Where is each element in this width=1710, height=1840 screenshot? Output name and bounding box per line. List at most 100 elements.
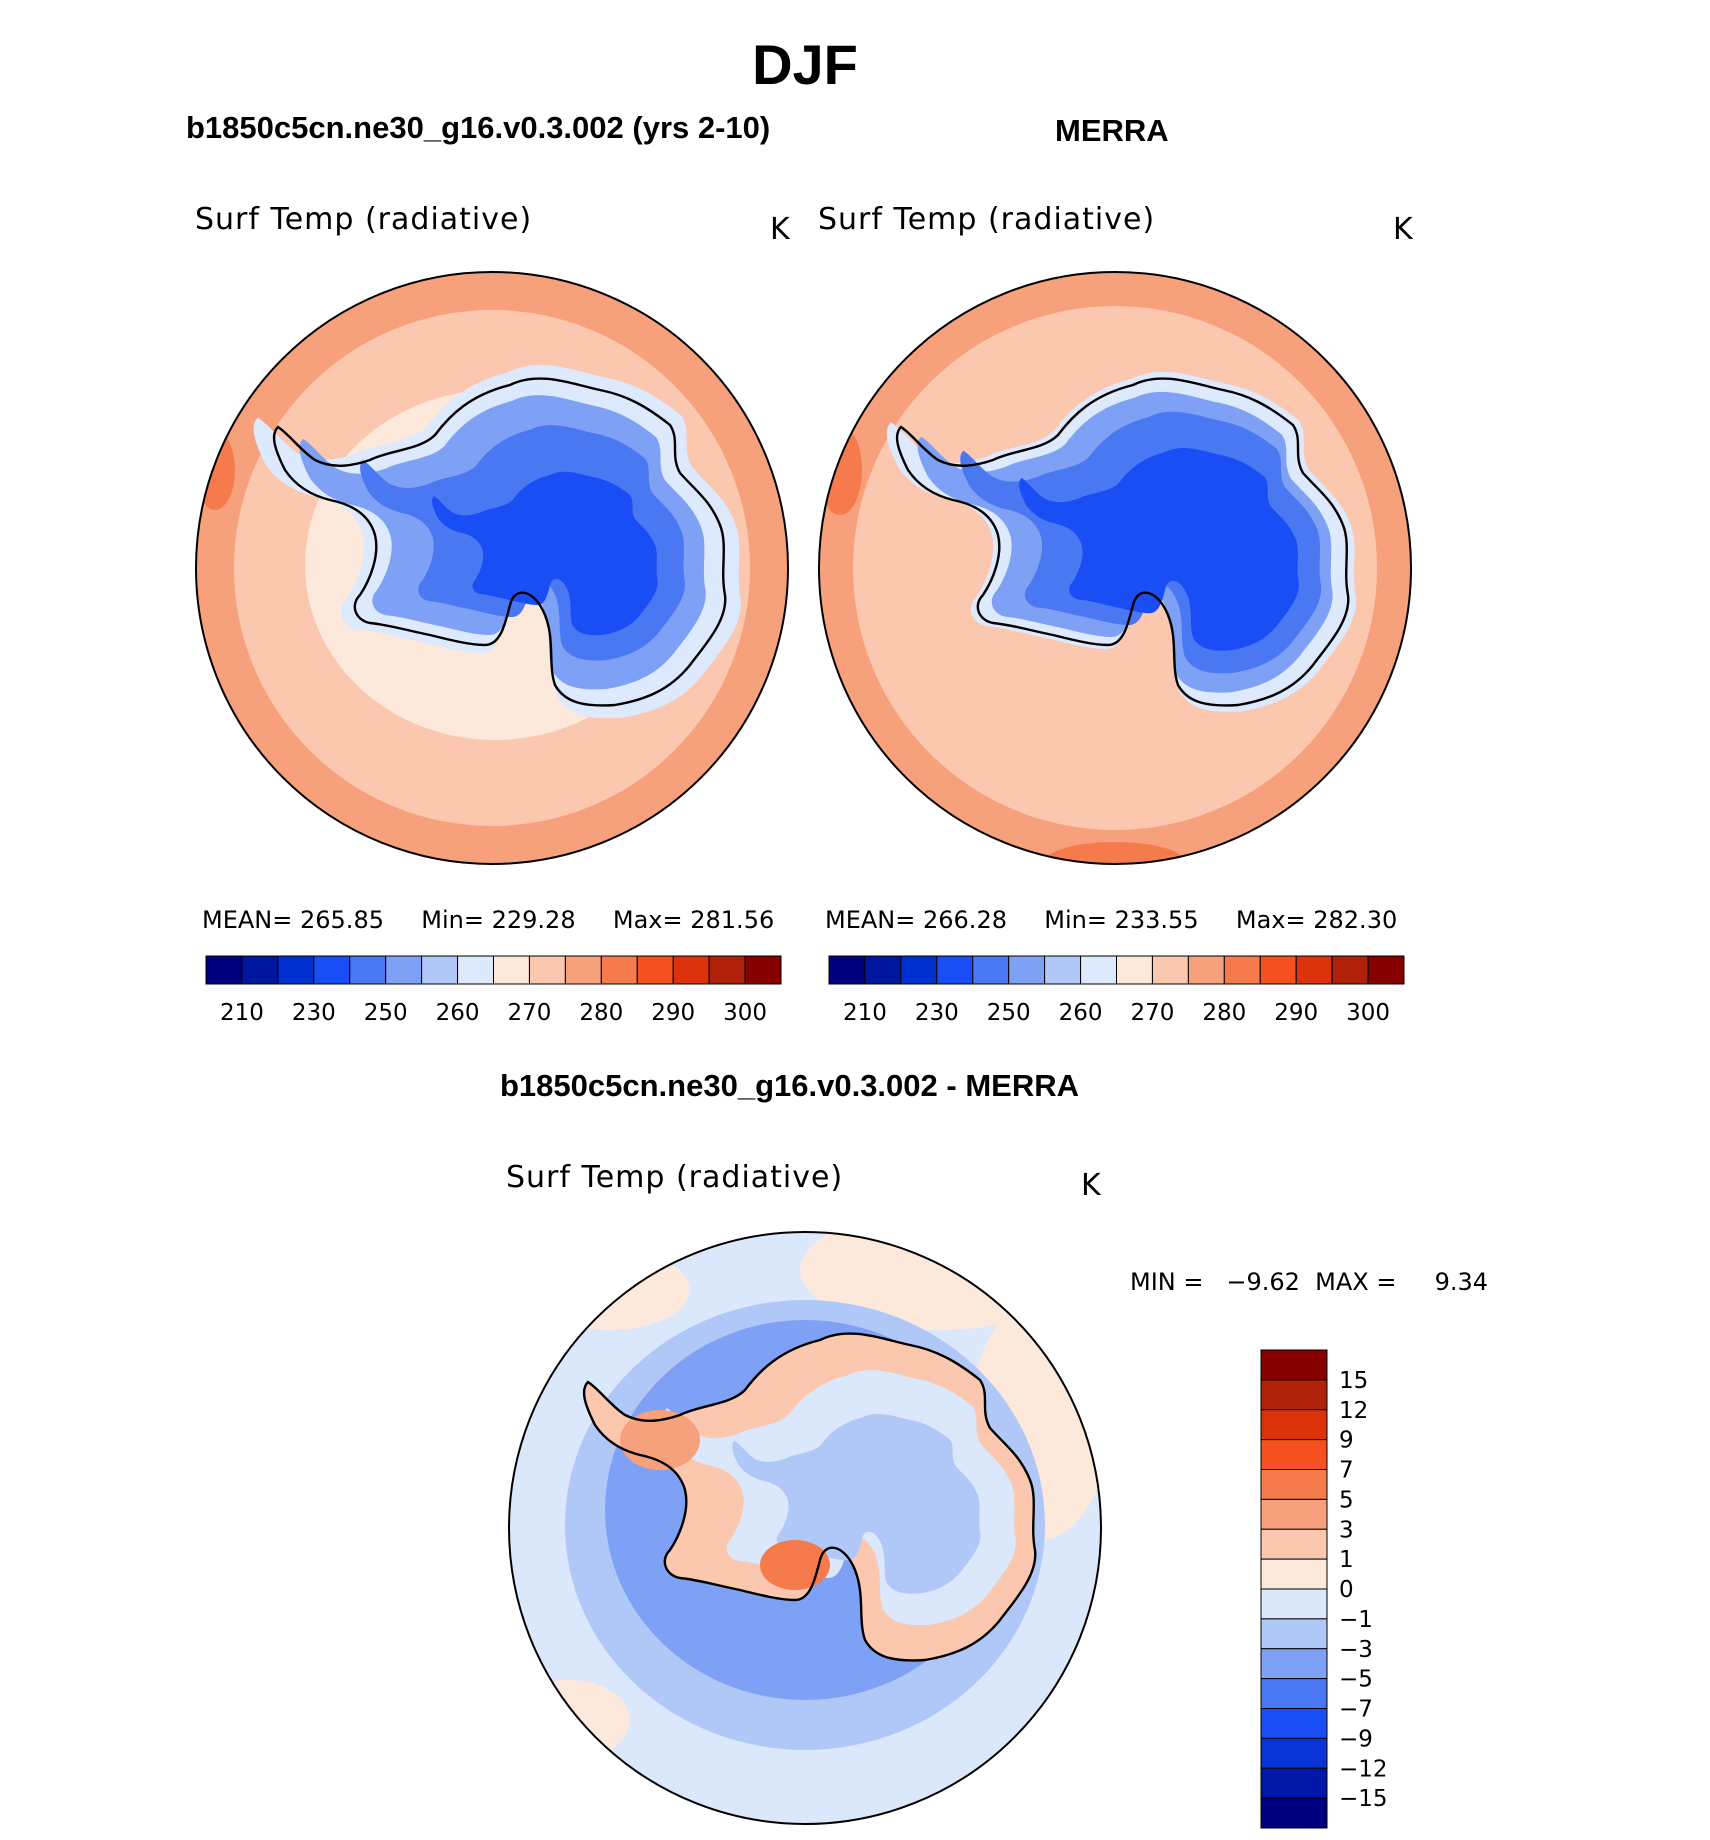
- colorbar-tick-label: 230: [292, 1000, 336, 1026]
- colorbar-swatch: [936, 955, 974, 985]
- colorbar-swatch: [1260, 1618, 1328, 1650]
- colorbar-tick-label: −3: [1339, 1637, 1373, 1663]
- panel-1-mean-value: 265.85: [300, 906, 384, 934]
- colorbar-swatch: [972, 955, 1010, 985]
- map-border: [508, 1231, 1102, 1825]
- panel-2-mean-value: 266.28: [923, 906, 1007, 934]
- panel-2-units: K: [1393, 212, 1413, 247]
- colorbar-tick-label: −12: [1339, 1756, 1388, 1782]
- colorbar-tick-label: 260: [436, 1000, 480, 1026]
- colorbar-swatch: [205, 955, 243, 985]
- colorbar-tick-label: 260: [1059, 1000, 1103, 1026]
- colorbar-swatch: [277, 955, 315, 985]
- colorbar-tick-label: 290: [1274, 1000, 1318, 1026]
- colorbar-swatch: [1116, 955, 1153, 985]
- colorbar-swatch: [457, 955, 494, 985]
- panel-1-mean-label: MEAN=: [202, 906, 293, 934]
- panel-2-max-label: Max=: [1235, 906, 1306, 934]
- panel-3-title: b1850c5cn.ne30_g16.v0.3.002 - MERRA: [500, 1068, 1079, 1103]
- colorbar-swatch: [493, 955, 530, 985]
- map-border: [195, 271, 789, 865]
- colorbar-swatch: [1260, 1439, 1328, 1470]
- colorbar-swatch: [1260, 1588, 1328, 1620]
- colorbar-swatch: [1260, 1379, 1328, 1411]
- colorbar-swatch: [1223, 955, 1261, 985]
- colorbar-tick-label: 280: [1202, 1000, 1246, 1026]
- colorbar-swatch: [1295, 955, 1333, 985]
- colorbar-tick-label: 0: [1339, 1577, 1354, 1603]
- colorbar-tick-label: 7: [1339, 1458, 1354, 1484]
- colorbar-tick-label: 270: [1130, 1000, 1174, 1026]
- panel-1-colorbar: 210 230 250 260 270 280 290 300: [205, 955, 782, 1026]
- colorbar-swatch: [1260, 1349, 1328, 1381]
- colorbar-tick-label: 280: [579, 1000, 623, 1026]
- colorbar-tick-label: 3: [1339, 1517, 1354, 1543]
- colorbar-tick-label: 9: [1339, 1428, 1354, 1454]
- colorbar-swatch: [600, 955, 638, 985]
- colorbar-swatch: [349, 955, 387, 985]
- colorbar-tick-label: −1: [1339, 1607, 1373, 1633]
- panel-2-max-value: 282.30: [1313, 906, 1398, 934]
- panel-3-minmax: MIN = −9.62 MAX = 9.34: [1130, 1268, 1489, 1296]
- panel-3-units: K: [1081, 1168, 1101, 1203]
- colorbar-tick-label: 250: [364, 1000, 408, 1026]
- colorbar-swatch: [1187, 955, 1225, 985]
- colorbar-swatch: [864, 955, 902, 985]
- map-border: [818, 271, 1412, 865]
- panel-1-variable-label: Surf Temp (radiative): [195, 202, 533, 237]
- colorbar-tick-label: 290: [651, 1000, 695, 1026]
- colorbar-tick-label: 12: [1339, 1398, 1368, 1424]
- panel-2-min-value: 233.55: [1114, 906, 1199, 934]
- colorbar-swatch: [636, 955, 674, 985]
- colorbar-swatch: [1151, 955, 1189, 985]
- panel-1-min-label: Min=: [421, 906, 484, 934]
- colorbar-swatch: [1008, 955, 1046, 985]
- colorbar-tick-label: 250: [987, 1000, 1031, 1026]
- colorbar-swatch: [1260, 1558, 1328, 1590]
- colorbar-swatch: [1259, 955, 1297, 985]
- panel-3-map: [508, 1231, 1102, 1825]
- colorbar-tick-label: 210: [843, 1000, 887, 1026]
- colorbar-swatch: [385, 955, 423, 985]
- colorbar-swatch: [1260, 1797, 1328, 1829]
- colorbar-tick-label: −7: [1339, 1697, 1373, 1723]
- panel-2-colorbar: 210 230 250 260 270 280 290 300: [828, 955, 1405, 1026]
- panel-2-map: [818, 271, 1412, 865]
- colorbar-swatch: [1331, 955, 1369, 985]
- colorbar-tick-label: 1: [1339, 1547, 1354, 1573]
- colorbar-tick-label: 270: [507, 1000, 551, 1026]
- colorbar-swatch: [1044, 955, 1082, 985]
- panel-2-stats: MEAN= 266.28 Min= 233.55 Max= 282.30: [825, 906, 1397, 934]
- colorbar-swatch: [1260, 1498, 1328, 1530]
- colorbar-swatch: [672, 955, 710, 985]
- colorbar-swatch: [1260, 1648, 1328, 1680]
- panel-3-variable-label: Surf Temp (radiative): [506, 1160, 844, 1195]
- colorbar-tick-label: −5: [1339, 1667, 1373, 1693]
- panel-1-max-value: 281.56: [690, 906, 775, 934]
- colorbar-swatch: [313, 955, 351, 985]
- map-warm-patch: [196, 430, 235, 510]
- colorbar-tick-label: 230: [915, 1000, 959, 1026]
- colorbar-swatch: [241, 955, 279, 985]
- colorbar-swatch: [1260, 1767, 1328, 1799]
- colorbar-swatch: [1260, 1469, 1328, 1500]
- panel-1-units: K: [770, 212, 790, 247]
- panel-1-map: [195, 271, 789, 865]
- colorbar-swatch: [1260, 1409, 1328, 1441]
- colorbar-swatch: [708, 955, 746, 985]
- colorbar-tick-label: 300: [723, 1000, 767, 1026]
- colorbar-swatch: [1260, 1737, 1328, 1769]
- colorbar-swatch: [1260, 1678, 1328, 1709]
- colorbar-swatch: [828, 955, 866, 985]
- colorbar-tick-label: 210: [220, 1000, 264, 1026]
- colorbar-tick-label: 300: [1346, 1000, 1390, 1026]
- panel-3-colorbar: 15 12 9 7 5 3 1 0 −1 −3 −5 −7 −9 −12 −15: [1260, 1349, 1388, 1829]
- colorbar-swatch: [1260, 1528, 1328, 1560]
- panel-1-title: b1850c5cn.ne30_g16.v0.3.002 (yrs 2-10): [186, 110, 771, 145]
- panel-2-min-label: Min=: [1044, 906, 1107, 934]
- colorbar-swatch: [744, 955, 782, 985]
- colorbar-tick-label: 15: [1339, 1368, 1368, 1394]
- panel-1-max-label: Max=: [612, 906, 683, 934]
- colorbar-tick-label: −9: [1339, 1726, 1373, 1752]
